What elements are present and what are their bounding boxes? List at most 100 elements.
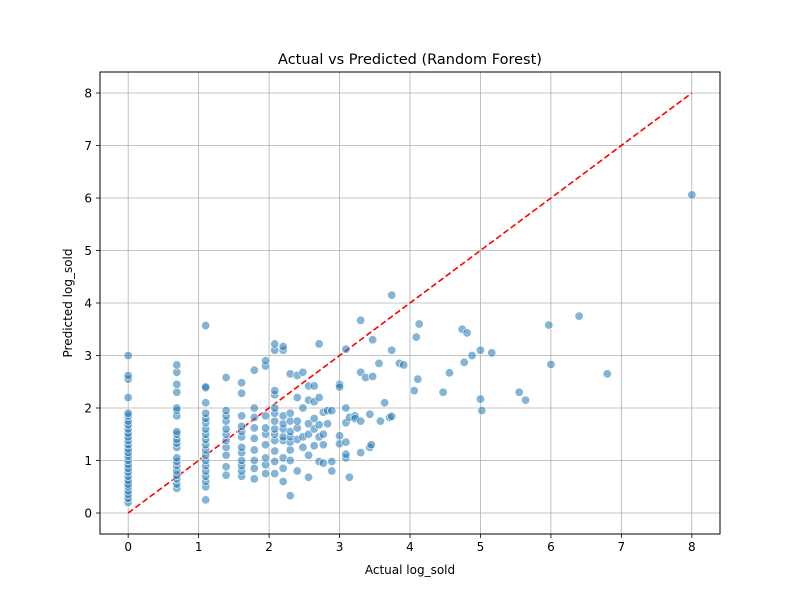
data-point <box>261 469 271 479</box>
data-point <box>285 445 295 455</box>
data-point <box>237 421 247 431</box>
data-point <box>314 420 324 430</box>
data-point <box>366 440 376 450</box>
data-point <box>309 413 319 423</box>
data-point <box>411 332 421 342</box>
data-point <box>123 370 133 380</box>
y-tick-label: 6 <box>84 192 92 206</box>
data-point <box>249 445 259 455</box>
y-tick-label: 5 <box>84 244 92 258</box>
data-point <box>237 378 247 388</box>
data-point <box>304 450 314 460</box>
data-point <box>304 429 314 439</box>
identity-line <box>127 92 693 514</box>
x-tick-label: 0 <box>124 540 132 554</box>
data-point <box>237 455 247 465</box>
data-point <box>172 453 182 463</box>
data-point <box>221 470 231 480</box>
data-point <box>249 365 259 375</box>
data-point <box>298 403 308 413</box>
x-tick-label: 2 <box>265 540 273 554</box>
data-point <box>475 345 485 355</box>
data-point <box>514 387 524 397</box>
data-point <box>462 328 472 338</box>
data-point <box>341 344 351 354</box>
data-point <box>327 457 337 467</box>
data-point <box>292 416 302 426</box>
data-point <box>335 382 345 392</box>
data-point <box>221 424 231 434</box>
data-point <box>298 367 308 377</box>
data-point <box>309 441 319 451</box>
y-tick-label: 3 <box>84 349 92 363</box>
data-point <box>237 411 247 421</box>
data-point <box>261 440 271 450</box>
data-point <box>123 350 133 360</box>
y-tick-label: 4 <box>84 297 92 311</box>
data-point <box>487 348 497 358</box>
data-point <box>409 386 419 396</box>
data-point <box>356 416 366 426</box>
data-points <box>123 190 697 507</box>
data-point <box>278 476 288 486</box>
data-point <box>172 387 182 397</box>
data-point <box>387 411 397 421</box>
data-point <box>475 394 485 404</box>
data-point <box>368 335 378 345</box>
data-point <box>221 373 231 383</box>
data-point <box>249 403 259 413</box>
data-point <box>261 423 271 433</box>
data-point <box>123 392 133 402</box>
data-point <box>341 437 351 447</box>
data-point <box>444 368 454 378</box>
y-tick-label: 8 <box>84 87 92 101</box>
data-point <box>201 495 211 505</box>
x-tick-label: 6 <box>547 540 555 554</box>
data-point <box>467 350 477 360</box>
data-point <box>221 450 231 460</box>
data-point <box>327 406 337 416</box>
data-point <box>201 398 211 408</box>
data-point <box>304 419 314 429</box>
data-point <box>201 382 211 392</box>
data-point <box>237 442 247 452</box>
data-point <box>318 440 328 450</box>
data-point <box>270 457 280 467</box>
data-point <box>285 491 295 501</box>
y-tick-label: 0 <box>84 507 92 521</box>
data-point <box>356 448 366 458</box>
data-point <box>201 408 211 418</box>
data-point <box>270 446 280 456</box>
data-point <box>387 345 397 355</box>
data-point <box>365 409 375 419</box>
x-tick-label: 1 <box>195 540 203 554</box>
chart-title: Actual vs Predicted (Random Forest) <box>278 52 542 68</box>
data-point <box>278 342 288 352</box>
data-point <box>521 395 531 405</box>
data-point <box>387 290 397 300</box>
data-point <box>285 408 295 418</box>
data-point <box>574 311 584 321</box>
data-point <box>172 360 182 370</box>
data-point <box>546 359 556 369</box>
y-tick-label: 2 <box>84 402 92 416</box>
data-point <box>335 431 345 441</box>
x-axis-label: Actual log_sold <box>365 563 455 577</box>
data-point <box>261 453 271 463</box>
data-point <box>314 339 324 349</box>
data-point <box>687 190 697 200</box>
data-point <box>172 379 182 389</box>
data-point <box>270 416 280 426</box>
data-point <box>237 388 247 398</box>
data-point <box>285 427 295 437</box>
data-point <box>249 423 259 433</box>
data-point <box>399 360 409 370</box>
x-tick-label: 3 <box>336 540 344 554</box>
data-point <box>249 455 259 465</box>
data-point <box>414 319 424 329</box>
x-tick-label: 5 <box>477 540 485 554</box>
data-point <box>602 369 612 379</box>
data-point <box>298 442 308 452</box>
y-axis-ticks: 0 1 2 3 4 5 6 7 8 <box>84 87 100 521</box>
data-point <box>356 315 366 325</box>
